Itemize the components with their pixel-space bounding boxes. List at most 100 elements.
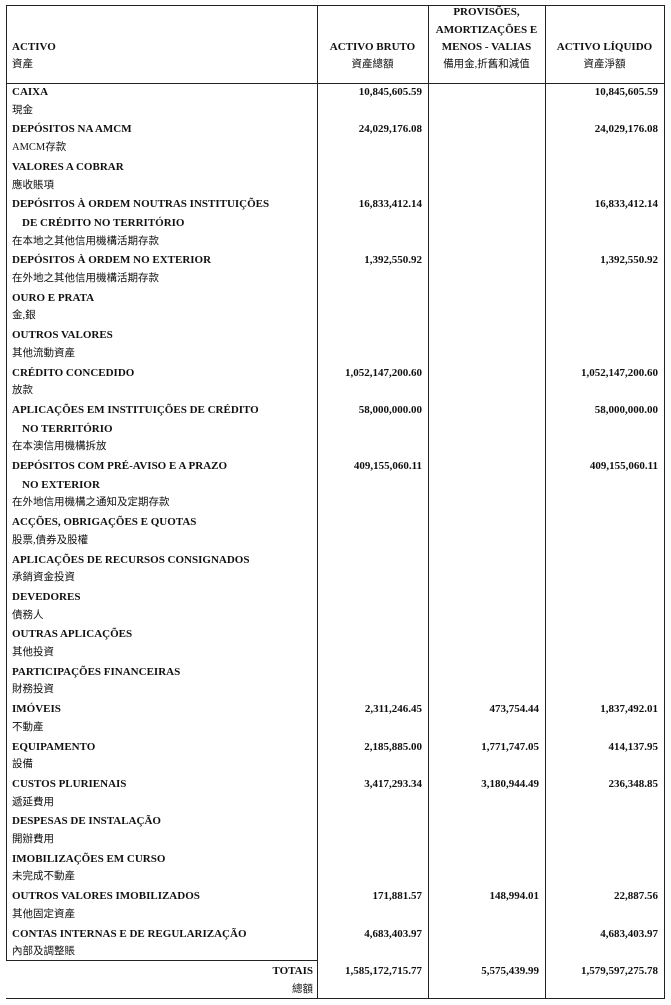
row-label-zh: 未完成不動產 bbox=[12, 871, 75, 883]
cell-value: 16,833,412.14 bbox=[358, 198, 422, 211]
row-label: DEVEDORES bbox=[12, 590, 81, 603]
cell-value: 473,754.44 bbox=[489, 703, 540, 716]
cell-value: 409,155,060.11 bbox=[353, 460, 422, 472]
row-label: IMOBILIZAÇÕES EM CURSO bbox=[12, 852, 166, 865]
row-label: CUSTOS PLURIENAIS bbox=[12, 777, 127, 790]
header-text: MENOS - VALIAS bbox=[441, 41, 532, 53]
cell-value: 24,029,176.08 bbox=[358, 123, 422, 136]
row-label: IMÓVEIS bbox=[12, 703, 61, 716]
row-label-zh: 不動產 bbox=[12, 721, 44, 733]
header-text: 備用金,折舊和減值 bbox=[443, 59, 530, 70]
row-label: DESPESAS DE INSTALAÇÃO bbox=[12, 815, 161, 828]
cell-value: 16,833,412.14 bbox=[594, 198, 658, 211]
rule bbox=[6, 5, 665, 6]
cell-value: 10,845,605.59 bbox=[358, 86, 422, 98]
row-label: CAIXA bbox=[12, 86, 49, 98]
row-label-zh: 開辦費用 bbox=[12, 834, 54, 845]
cell-value: 2,185,885.00 bbox=[364, 740, 422, 753]
cell-value: 236,348.85 bbox=[608, 777, 659, 790]
cell-value: 2,311,246.45 bbox=[364, 703, 422, 716]
row-label: OUTROS VALORES bbox=[12, 329, 113, 342]
rule bbox=[545, 5, 546, 998]
cell-value: 1,392,550.92 bbox=[600, 254, 658, 267]
cell-value: 3,417,293.34 bbox=[364, 777, 422, 790]
row-label-zh: 放款 bbox=[12, 385, 33, 397]
row-label: OUTRAS APLICAÇÕES bbox=[12, 628, 133, 641]
row-label-zh: 在外地信用機構之通知及定期存款 bbox=[12, 497, 170, 509]
cell-value: 1,585,172,715.77 bbox=[345, 964, 422, 977]
row-label-zh: 股票,債券及股權 bbox=[12, 534, 89, 546]
cell-value: 1,052,147,200.60 bbox=[581, 366, 658, 379]
cell-value: 4,683,403.97 bbox=[600, 927, 658, 940]
row-label-zh: 財務投資 bbox=[12, 684, 54, 696]
cell-value: 148,994.01 bbox=[489, 890, 540, 903]
totals-label: TOTAIS bbox=[272, 964, 313, 977]
rule bbox=[664, 5, 665, 999]
row-label: APLICAÇÕES EM INSTITUIÇÕES DE CRÉDITO bbox=[12, 403, 259, 416]
row-label-zh: 債務人 bbox=[12, 609, 44, 621]
row-label: DEPÓSITOS À ORDEM NOUTRAS INSTITUIÇÕES bbox=[12, 198, 270, 211]
row-label: OURO E PRATA bbox=[12, 291, 95, 304]
row-label-zh: 現金 bbox=[12, 104, 33, 116]
cell-value: 22,887.56 bbox=[614, 890, 658, 903]
row-label-zh: 在本澳信用機構拆放 bbox=[12, 441, 107, 453]
row-label-zh: 內部及調整賬 bbox=[12, 946, 75, 958]
row-label: DEPÓSITOS COM PRÉ-AVISO E A PRAZO bbox=[12, 460, 228, 472]
row-label: NO TERRITÓRIO bbox=[22, 422, 113, 435]
cell-value: 1,837,492.01 bbox=[600, 703, 658, 716]
rule bbox=[317, 5, 318, 998]
row-label: VALORES A COBRAR bbox=[12, 160, 124, 173]
cell-value: 24,029,176.08 bbox=[594, 123, 658, 136]
row-label-zh: AMCM存款 bbox=[12, 142, 67, 154]
cell-value: 5,575,439.99 bbox=[481, 964, 539, 977]
header-text: ACTIVO bbox=[12, 41, 56, 53]
totals-label-zh: 總額 bbox=[292, 983, 313, 995]
rule bbox=[428, 5, 429, 998]
cell-value: 1,579,597,275.78 bbox=[581, 964, 658, 977]
rule bbox=[6, 959, 317, 961]
cell-value: 58,000,000.00 bbox=[594, 403, 658, 416]
cell-value: 414,137.95 bbox=[608, 740, 659, 753]
header-text: 資產 bbox=[12, 59, 33, 70]
cell-value: 10,845,605.59 bbox=[594, 86, 658, 98]
cell-value: 1,392,550.92 bbox=[364, 254, 422, 267]
row-label-zh: 其他固定資產 bbox=[12, 908, 75, 920]
row-label: DEPÓSITOS À ORDEM NO EXTERIOR bbox=[12, 254, 212, 267]
row-label-zh: 設備 bbox=[12, 759, 33, 771]
cell-value: 1,052,147,200.60 bbox=[345, 366, 422, 379]
row-label: APLICAÇÕES DE RECURSOS CONSIGNADOS bbox=[12, 553, 250, 566]
header-text: 資產總額 bbox=[351, 59, 394, 70]
row-label: EQUIPAMENTO bbox=[12, 740, 96, 753]
row-label: PARTICIPAÇÕES FINANCEIRAS bbox=[12, 665, 181, 678]
header-text: ACTIVO BRUTO bbox=[329, 41, 416, 53]
row-label-zh: 遞延費用 bbox=[12, 796, 54, 808]
header-text: AMORTIZAÇÕES E bbox=[435, 23, 538, 36]
row-label: DEPÓSITOS NA AMCM bbox=[12, 123, 132, 136]
row-label-zh: 金,銀 bbox=[12, 310, 36, 322]
row-label: CONTAS INTERNAS E DE REGULARIZAÇÃO bbox=[12, 927, 247, 940]
row-label: NO EXTERIOR bbox=[22, 478, 100, 491]
row-label: DE CRÉDITO NO TERRITÓRIO bbox=[22, 216, 185, 229]
rule bbox=[6, 5, 7, 960]
row-label: ACÇÕES, OBRIGAÇÕES E QUOTAS bbox=[12, 516, 197, 529]
rule bbox=[6, 998, 665, 999]
header-text: PROVISÕES, bbox=[453, 6, 520, 18]
row-label-zh: 其他投資 bbox=[12, 647, 54, 658]
cell-value: 58,000,000.00 bbox=[358, 403, 422, 416]
row-label-zh: 在外地之其他信用機構活期存款 bbox=[12, 273, 159, 284]
row-label: CRÉDITO CONCEDIDO bbox=[12, 366, 135, 379]
cell-value: 171,881.57 bbox=[372, 890, 423, 903]
cell-value: 3,180,944.49 bbox=[481, 777, 539, 790]
rule bbox=[6, 83, 665, 84]
header-text: ACTIVO LÍQUIDO bbox=[556, 41, 653, 53]
row-label-zh: 在本地之其他信用機構活期存款 bbox=[12, 235, 159, 247]
cell-value: 409,155,060.11 bbox=[589, 460, 658, 472]
cell-value: 4,683,403.97 bbox=[364, 927, 422, 940]
row-label-zh: 其他流動資產 bbox=[12, 347, 75, 359]
row-label-zh: 應收賬項 bbox=[12, 179, 54, 191]
row-label: OUTROS VALORES IMOBILIZADOS bbox=[12, 890, 200, 903]
header-text: 資產淨額 bbox=[583, 59, 626, 70]
row-label-zh: 承銷資金投資 bbox=[12, 572, 75, 584]
cell-value: 1,771,747.05 bbox=[481, 740, 539, 753]
